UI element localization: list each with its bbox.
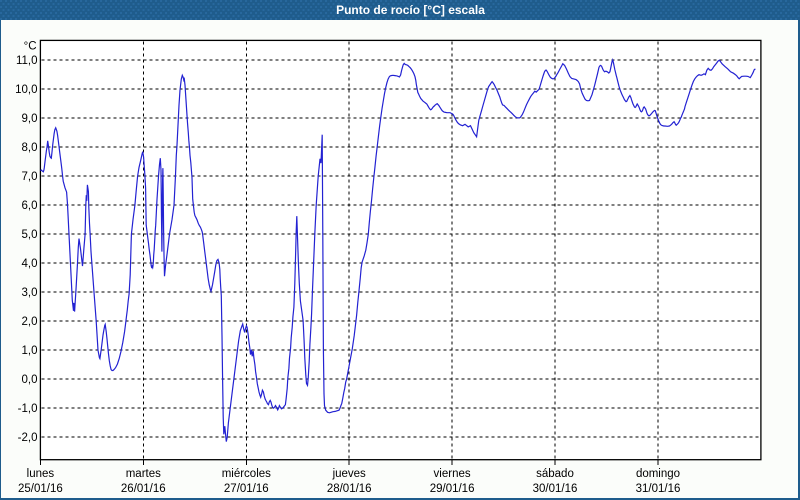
svg-text:26/01/16: 26/01/16 [121, 483, 166, 495]
svg-text:°C: °C [24, 41, 37, 53]
svg-text:jueves: jueves [332, 468, 366, 480]
svg-text:6,0: 6,0 [22, 200, 38, 212]
svg-text:1,0: 1,0 [22, 345, 38, 357]
svg-text:27/01/16: 27/01/16 [224, 483, 269, 495]
svg-text:sábado: sábado [536, 468, 574, 480]
svg-text:29/01/16: 29/01/16 [430, 483, 475, 495]
svg-text:28/01/16: 28/01/16 [327, 483, 372, 495]
svg-text:30/01/16: 30/01/16 [533, 483, 578, 495]
svg-text:domingo: domingo [636, 468, 680, 480]
svg-text:miércoles: miércoles [222, 468, 271, 480]
svg-text:-1,0: -1,0 [18, 403, 38, 415]
svg-text:10,0: 10,0 [15, 84, 37, 96]
svg-text:-2,0: -2,0 [18, 432, 38, 444]
svg-text:8,0: 8,0 [22, 142, 38, 154]
svg-text:7,0: 7,0 [22, 171, 38, 183]
svg-text:martes: martes [126, 468, 161, 480]
svg-text:3,0: 3,0 [22, 287, 38, 299]
svg-text:31/01/16: 31/01/16 [636, 483, 681, 495]
svg-text:lunes: lunes [27, 468, 55, 480]
svg-text:11,0: 11,0 [16, 55, 38, 67]
svg-text:4,0: 4,0 [22, 258, 38, 270]
svg-text:viernes: viernes [434, 468, 471, 480]
svg-text:9,0: 9,0 [22, 113, 38, 125]
svg-text:2,0: 2,0 [22, 316, 38, 328]
svg-text:25/01/16: 25/01/16 [18, 483, 63, 495]
svg-text:0,0: 0,0 [22, 374, 38, 386]
svg-text:5,0: 5,0 [22, 229, 38, 241]
